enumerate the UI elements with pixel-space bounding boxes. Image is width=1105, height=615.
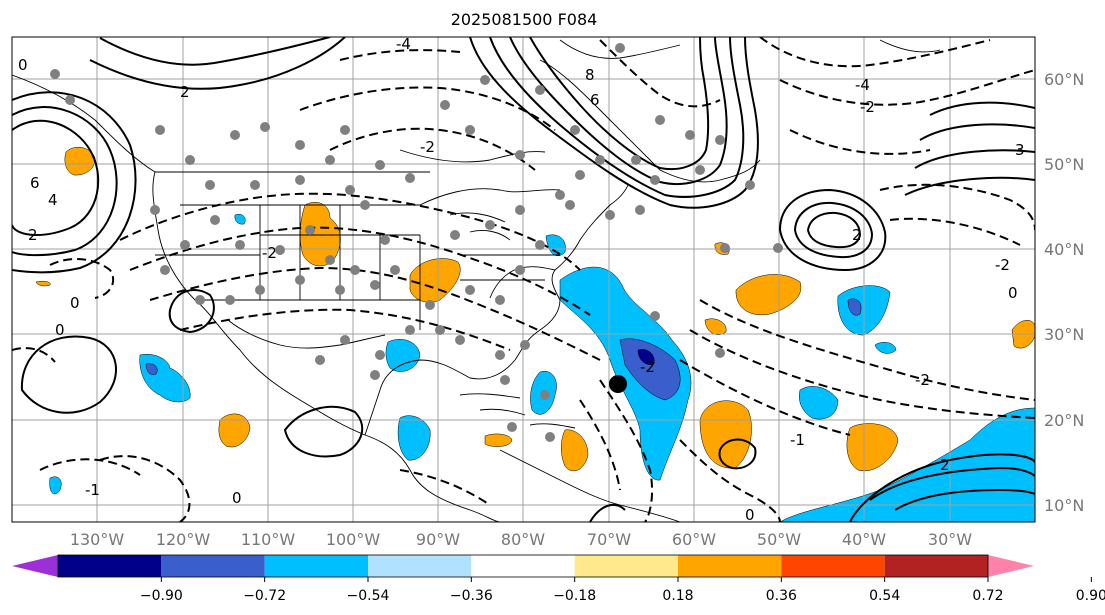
- contour-label: 2: [180, 83, 190, 101]
- lon-tick-label: 40°W: [842, 530, 886, 549]
- lat-tick-label: 30°N: [1044, 325, 1084, 344]
- colorbar-cell: [781, 555, 885, 577]
- contour-label: 8: [585, 66, 595, 84]
- lat-tick-label: 60°N: [1044, 70, 1084, 89]
- contour-labels: 6 4 2 2 0 -2 -4 8 6 -4 -2 3 2 -2 -2 -2 -…: [18, 35, 1025, 524]
- lat-tick-label: 40°N: [1044, 240, 1084, 259]
- contour-label: 3: [1015, 141, 1025, 159]
- contour-label: 0: [55, 321, 65, 339]
- contour-label: 0: [70, 294, 80, 312]
- colorbar-cell: [264, 555, 368, 577]
- colorbar-tick-label: −0.90: [140, 588, 183, 604]
- contour-label: -2: [860, 98, 875, 116]
- map-frame: [11, 36, 1036, 523]
- colorbar-tick-label: 0.72: [972, 588, 1003, 604]
- colorbar: −0.90 −0.72 −0.54 −0.36 −0.18 0.18 0.36 0.54 0.7…: [12, 554, 1105, 604]
- contour-label: -4: [396, 35, 411, 53]
- lon-tick-label: 110°W: [241, 530, 296, 549]
- lon-tick-label: 100°W: [326, 530, 381, 549]
- lon-tick-label: 30°W: [928, 530, 972, 549]
- map-layers: 6 4 2 2 0 -2 -4 8 6 -4 -2 3 2 -2 -2 -2 -…: [12, 35, 1035, 524]
- negative-contours: [12, 37, 1035, 522]
- colorbar-cell: [574, 555, 678, 577]
- contour-label: 0: [1008, 284, 1018, 302]
- colorbar-extend-low: [12, 555, 58, 577]
- lon-tick-label: 80°W: [501, 530, 545, 549]
- colorbar-tick-label: −0.36: [450, 588, 493, 604]
- lon-tick-label: 50°W: [757, 530, 801, 549]
- contour-label: -2: [262, 244, 277, 262]
- colorbar-cell: [58, 555, 162, 577]
- colorbar-cell: [161, 555, 265, 577]
- contour-label: 2: [852, 226, 862, 244]
- colorbar-tick-label: −0.18: [553, 588, 596, 604]
- contour-label: -2: [640, 358, 655, 376]
- station-markers: [50, 43, 783, 442]
- lat-tick-label: 10°N: [1044, 496, 1084, 515]
- contour-label: -2: [915, 371, 930, 389]
- contour-label: 2: [940, 456, 950, 474]
- positive-contours: [12, 37, 1035, 522]
- lat-tick-label: 50°N: [1044, 155, 1084, 174]
- longitude-labels: 130°W 120°W 110°W 100°W 90°W 80°W 70°W 6…: [70, 530, 972, 549]
- contour-label: 2: [28, 226, 38, 244]
- colorbar-cell: [678, 555, 782, 577]
- contour-label: 0: [18, 56, 28, 74]
- lon-tick-label: 60°W: [672, 530, 716, 549]
- contour-label: -4: [855, 76, 870, 94]
- lon-tick-label: 70°W: [587, 530, 631, 549]
- colorbar-tick-label: 0.36: [766, 588, 797, 604]
- negative-anomaly-fill: [49, 214, 1035, 522]
- contour-label: 4: [48, 191, 58, 209]
- colorbar-extend-high: [988, 555, 1034, 577]
- contour-label: -1: [85, 481, 100, 499]
- contour-label: -1: [790, 431, 805, 449]
- lon-tick-label: 90°W: [416, 530, 460, 549]
- contour-label: 6: [590, 91, 600, 109]
- contour-label: 0: [232, 489, 242, 507]
- storm-center-marker: [609, 375, 627, 393]
- lon-tick-label: 120°W: [156, 530, 211, 549]
- colorbar-tick-label: −0.54: [347, 588, 390, 604]
- contour-label: -2: [420, 138, 435, 156]
- colorbar-cell: [368, 555, 472, 577]
- colorbar-tick-label: −0.72: [243, 588, 286, 604]
- contour-label: -2: [995, 256, 1010, 274]
- colorbar-tick-label: 0.18: [662, 588, 693, 604]
- contour-label: 6: [30, 174, 40, 192]
- lat-tick-label: 20°N: [1044, 411, 1084, 430]
- colorbar-cell: [884, 555, 988, 577]
- latitude-labels: 60°N 50°N 40°N 30°N 20°N 10°N: [1044, 70, 1084, 515]
- contour-label: 0: [745, 506, 755, 524]
- map-title: 2025081500 F084: [450, 10, 598, 29]
- colorbar-tick-label: 0.90: [1076, 588, 1105, 604]
- lon-tick-label: 130°W: [70, 530, 125, 549]
- positive-anomaly-fill: [35, 146, 1035, 472]
- colorbar-cell: [471, 555, 575, 577]
- colorbar-tick-label: 0.54: [869, 588, 900, 604]
